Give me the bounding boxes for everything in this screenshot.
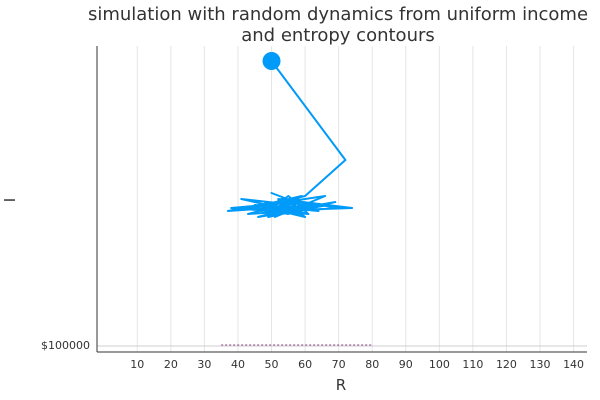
x-tick-label: 20	[164, 358, 178, 371]
trajectory-line	[226, 60, 354, 218]
x-tick-label: 60	[298, 358, 312, 371]
chart-title-line2: and entropy contours	[241, 25, 435, 46]
x-tick-label: 80	[365, 358, 379, 371]
x-tick-label: 40	[231, 358, 245, 371]
grid-lines	[97, 46, 587, 352]
x-tick-label: 140	[563, 358, 584, 371]
x-tick-label: 120	[496, 358, 517, 371]
y-axis-label: I	[1, 198, 19, 202]
series-layer	[226, 52, 354, 218]
x-tick-labels: 10 20 30 40 50 60 70 80 90 100 110 120 130 140	[130, 358, 584, 371]
x-tick-label: 90	[399, 358, 413, 371]
y-tick-label: $100000	[41, 339, 90, 352]
x-tick-label: 70	[332, 358, 346, 371]
x-tick-label: 10	[130, 358, 144, 371]
x-tick-label: 30	[197, 358, 211, 371]
x-axis-label: R	[336, 376, 346, 394]
x-tick-label: 130	[530, 358, 551, 371]
x-tick-label: 110	[462, 358, 483, 371]
chart-title-line1: simulation with random dynamics from uni…	[88, 4, 588, 25]
x-tick-label: 50	[265, 358, 279, 371]
start-point-marker	[262, 52, 281, 70]
x-tick-label: 100	[429, 358, 450, 371]
